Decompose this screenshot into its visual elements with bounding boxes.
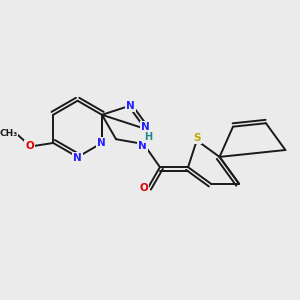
Text: O: O: [26, 142, 34, 152]
Text: H: H: [144, 132, 152, 142]
Text: O: O: [140, 183, 148, 193]
Text: N: N: [126, 101, 134, 111]
Text: N: N: [141, 122, 150, 132]
Text: S: S: [194, 133, 201, 143]
Text: N: N: [73, 153, 82, 164]
Text: N: N: [97, 138, 106, 148]
Text: CH₃: CH₃: [0, 129, 17, 138]
Text: N: N: [138, 141, 147, 151]
